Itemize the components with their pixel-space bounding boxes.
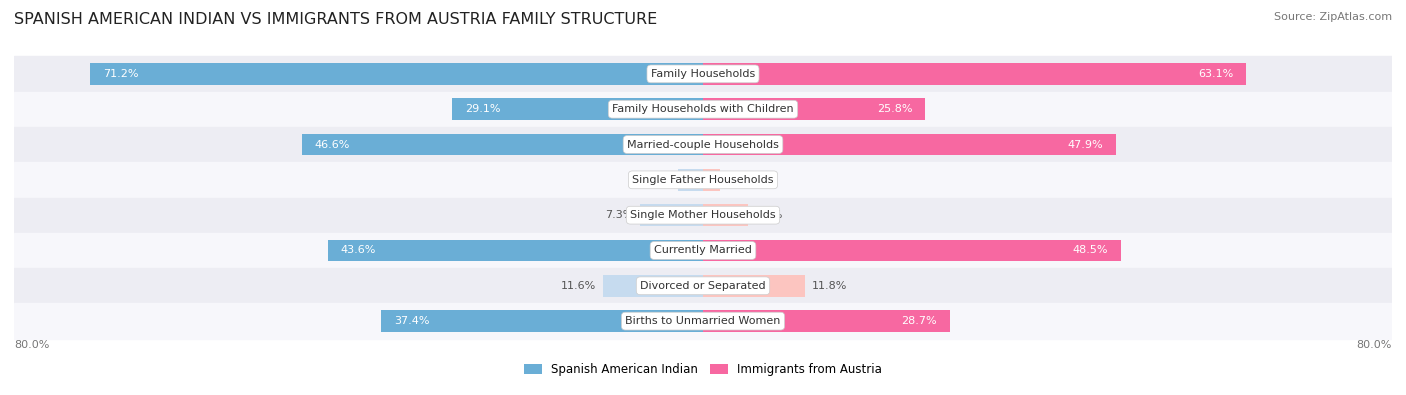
- Bar: [14, 92, 1392, 127]
- Text: 7.3%: 7.3%: [605, 210, 633, 220]
- Bar: [14, 233, 1392, 268]
- Text: 2.0%: 2.0%: [727, 175, 755, 185]
- Bar: [703, 169, 720, 191]
- Bar: [381, 310, 703, 332]
- Bar: [14, 56, 1392, 92]
- Bar: [703, 98, 925, 120]
- Text: Single Mother Households: Single Mother Households: [630, 210, 776, 220]
- Text: 25.8%: 25.8%: [877, 104, 912, 114]
- Text: 47.9%: 47.9%: [1067, 139, 1102, 150]
- Text: Family Households: Family Households: [651, 69, 755, 79]
- Bar: [14, 303, 1392, 339]
- Text: Divorced or Separated: Divorced or Separated: [640, 281, 766, 291]
- Bar: [328, 239, 703, 261]
- Bar: [703, 204, 748, 226]
- Text: Source: ZipAtlas.com: Source: ZipAtlas.com: [1274, 12, 1392, 22]
- Legend: Spanish American Indian, Immigrants from Austria: Spanish American Indian, Immigrants from…: [519, 358, 887, 381]
- Text: 11.8%: 11.8%: [811, 281, 846, 291]
- Bar: [453, 98, 703, 120]
- Text: Married-couple Households: Married-couple Households: [627, 139, 779, 150]
- Text: Single Father Households: Single Father Households: [633, 175, 773, 185]
- Bar: [703, 275, 804, 297]
- Bar: [14, 127, 1392, 162]
- Text: SPANISH AMERICAN INDIAN VS IMMIGRANTS FROM AUSTRIA FAMILY STRUCTURE: SPANISH AMERICAN INDIAN VS IMMIGRANTS FR…: [14, 12, 658, 27]
- Text: 80.0%: 80.0%: [1357, 340, 1392, 350]
- Bar: [703, 310, 950, 332]
- Bar: [703, 63, 1246, 85]
- Bar: [603, 275, 703, 297]
- Bar: [678, 169, 703, 191]
- Text: 71.2%: 71.2%: [103, 69, 138, 79]
- Bar: [302, 134, 703, 156]
- Text: 37.4%: 37.4%: [394, 316, 429, 326]
- Text: 46.6%: 46.6%: [315, 139, 350, 150]
- Text: 63.1%: 63.1%: [1198, 69, 1233, 79]
- Text: 29.1%: 29.1%: [465, 104, 501, 114]
- Bar: [703, 134, 1115, 156]
- Text: 11.6%: 11.6%: [561, 281, 596, 291]
- Text: 80.0%: 80.0%: [14, 340, 49, 350]
- Text: 28.7%: 28.7%: [901, 316, 938, 326]
- Bar: [90, 63, 703, 85]
- Bar: [14, 268, 1392, 303]
- Text: 5.2%: 5.2%: [755, 210, 783, 220]
- Text: Currently Married: Currently Married: [654, 245, 752, 256]
- Bar: [14, 198, 1392, 233]
- Text: Births to Unmarried Women: Births to Unmarried Women: [626, 316, 780, 326]
- Text: 2.9%: 2.9%: [643, 175, 671, 185]
- Bar: [640, 204, 703, 226]
- Bar: [703, 239, 1121, 261]
- Text: 43.6%: 43.6%: [340, 245, 375, 256]
- Bar: [14, 162, 1392, 198]
- Text: 48.5%: 48.5%: [1073, 245, 1108, 256]
- Text: Family Households with Children: Family Households with Children: [612, 104, 794, 114]
